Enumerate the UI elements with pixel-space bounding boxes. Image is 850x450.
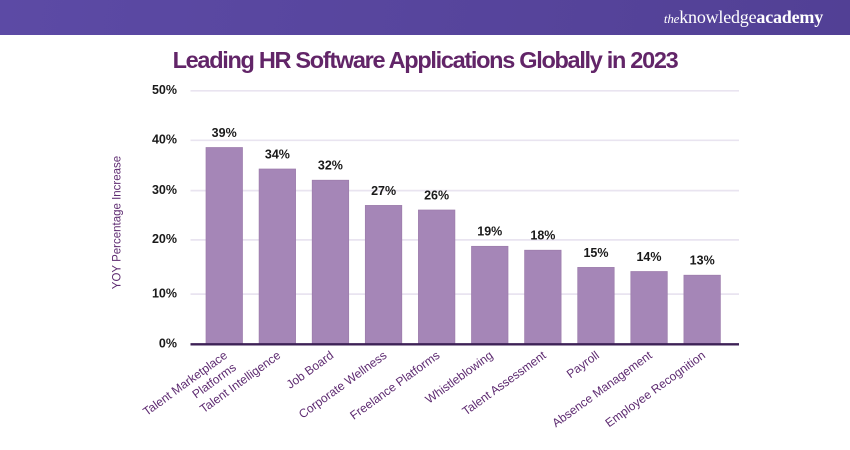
- svg-text:Freelance Platforms: Freelance Platforms: [347, 348, 442, 422]
- svg-text:39%: 39%: [212, 126, 237, 140]
- svg-text:13%: 13%: [690, 254, 715, 268]
- svg-text:Corporate Wellness: Corporate Wellness: [296, 348, 389, 421]
- svg-text:34%: 34%: [265, 147, 290, 161]
- svg-text:10%: 10%: [152, 286, 177, 300]
- svg-text:40%: 40%: [152, 133, 177, 147]
- svg-text:27%: 27%: [371, 184, 396, 198]
- svg-text:Employee Recognition: Employee Recognition: [603, 348, 708, 430]
- svg-text:18%: 18%: [530, 229, 555, 243]
- svg-text:0%: 0%: [159, 337, 177, 351]
- svg-text:15%: 15%: [583, 246, 608, 260]
- svg-text:Job Board: Job Board: [284, 348, 336, 391]
- svg-text:Payroll: Payroll: [564, 348, 602, 381]
- svg-text:14%: 14%: [636, 250, 661, 264]
- svg-text:30%: 30%: [152, 183, 177, 197]
- svg-text:19%: 19%: [477, 225, 502, 239]
- svg-text:YOY Percentage Increase: YOY Percentage Increase: [112, 156, 124, 289]
- svg-text:50%: 50%: [152, 83, 177, 97]
- svg-text:20%: 20%: [152, 232, 177, 246]
- svg-text:26%: 26%: [424, 188, 449, 202]
- svg-text:32%: 32%: [318, 159, 343, 173]
